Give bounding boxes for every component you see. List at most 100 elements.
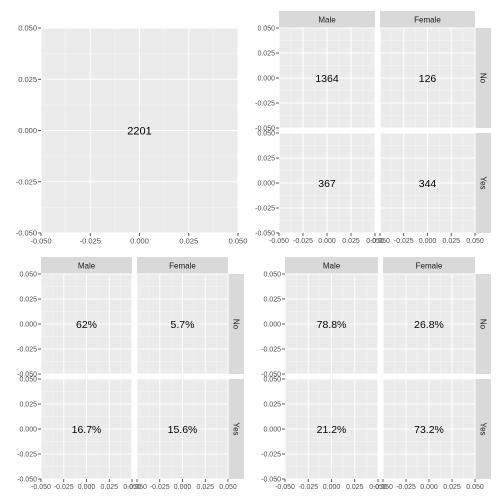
facet-strip-row [475,274,491,374]
cell-label: 1364 [315,73,339,85]
y-tick-label: 0.025 [18,75,37,84]
cell-label: 15.6% [168,424,198,436]
y-tick-label: 0.000 [19,426,37,433]
facet-strip-label: Female [414,16,441,25]
y-tick-label: -0.025 [255,100,275,107]
facet-strip-label: Male [78,262,96,271]
y-tick-label: 0.025 [257,155,275,162]
x-tick-label: -0.025 [150,484,170,491]
chart-facet-grid-3: Male Female No Yes 78.8% 26.8% 21.2% 73.2% 0.050… [261,257,491,491]
x-tick-label: 0.000 [318,238,336,245]
y-tick-label: 0.000 [19,321,37,328]
y-tick-label: 0.050 [263,376,281,383]
y-tick-label: 0.050 [19,271,37,278]
x-tick-label: 0.000 [420,484,438,491]
x-tick-label: -0.025 [298,484,318,491]
cell-label: 2201 [127,126,151,138]
cell-label: 367 [318,178,336,190]
x-tick-label: 0.000 [78,484,96,491]
x-tick-label: 0.000 [323,484,341,491]
y-tick-label: 0.000 [257,75,275,82]
y-tick-label: -0.025 [16,177,37,186]
x-tick-label: -0.050 [370,238,390,245]
x-tick-label: 0.000 [130,237,149,246]
x-tick-label: 0.050 [466,238,484,245]
y-tick-label: 0.050 [18,24,37,33]
y-tick-label: 0.000 [263,426,281,433]
x-tick-label: 0.050 [219,484,237,491]
cell-label: 126 [419,73,437,85]
facet-strip-label: No [479,73,488,84]
y-tick-label: -0.025 [17,346,37,353]
y-tick-label: -0.050 [255,230,275,237]
cell-label: 73.2% [414,424,444,436]
facet-strip-label: No [232,319,241,330]
y-tick-label: 0.000 [263,321,281,328]
chart-overall-total: 0.050 0.025 0.000 -0.025 -0.050-0.050 -0.025 0… [16,24,248,246]
x-tick-label: -0.050 [30,237,51,246]
y-tick-label: -0.050 [17,476,37,483]
x-tick-label: 0.025 [442,238,460,245]
y-tick-label: -0.025 [255,205,275,212]
x-tick-label: 0.000 [174,484,192,491]
chart-facet-grid-1: Male Female No Yes 1364 126 367 344 0.050 0.025 0.… [255,11,491,245]
y-tick-label: 0.025 [257,50,275,57]
cell-label: 16.7% [72,424,102,436]
x-tick-label: -0.025 [80,237,101,246]
x-tick-label: 0.025 [346,484,364,491]
y-tick-label: -0.050 [261,476,281,483]
x-tick-label: 0.050 [229,237,248,246]
cell-label: 5.7% [171,319,195,331]
facet-strip-col [380,11,475,28]
facet-strip-label: Yes [479,176,488,189]
y-tick-label: 0.025 [263,401,281,408]
x-tick-label: -0.050 [275,484,295,491]
x-tick-label: 0.025 [179,237,198,246]
facet-strip-col [279,11,375,28]
x-tick-label: 0.050 [466,484,484,491]
y-tick-label: -0.050 [255,125,275,132]
y-tick-label: 0.025 [19,296,37,303]
x-tick-label: 0.025 [196,484,214,491]
y-tick-label: 0.000 [257,180,275,187]
cell-label: 62% [76,319,97,331]
y-tick-label: -0.025 [17,451,37,458]
facet-strip-row [228,274,244,374]
x-tick-label: -0.050 [31,484,51,491]
y-tick-label: -0.050 [17,371,37,378]
x-tick-label: 0.050 [366,238,384,245]
facet-strip-label: Yes [479,422,488,435]
facet-strip-col [137,257,228,274]
y-tick-label: 0.000 [18,126,37,135]
y-tick-label: -0.025 [261,451,281,458]
y-tick-label: 0.050 [257,25,275,32]
facet-strip-label: Male [323,262,341,271]
facet-strip-row [475,28,491,128]
facet-strip-row [475,379,491,479]
y-tick-label: -0.025 [261,346,281,353]
cell-label: 344 [419,178,437,190]
y-tick-label: -0.050 [261,371,281,378]
facet-strip-row [228,379,244,479]
facet-strip-label: Female [169,262,196,271]
x-tick-label: -0.050 [269,238,289,245]
cell-label: 21.2% [317,424,347,436]
facet-strip-col [383,257,475,274]
x-tick-label: -0.050 [127,484,147,491]
x-tick-label: -0.025 [396,484,416,491]
y-tick-label: 0.025 [19,401,37,408]
facet-strip-label: Male [318,16,336,25]
y-tick-label: 0.050 [263,271,281,278]
facet-strip-col [41,257,132,274]
y-tick-label: 0.025 [263,296,281,303]
y-tick-label: 0.050 [19,376,37,383]
x-tick-label: 0.025 [342,238,360,245]
x-tick-label: 0.050 [369,484,387,491]
facet-strip-row [475,133,491,233]
x-tick-label: 0.050 [123,484,141,491]
facet-strip-label: Yes [232,422,241,435]
x-tick-label: 0.025 [100,484,118,491]
y-tick-label: -0.050 [16,229,37,238]
x-tick-label: 0.025 [443,484,461,491]
